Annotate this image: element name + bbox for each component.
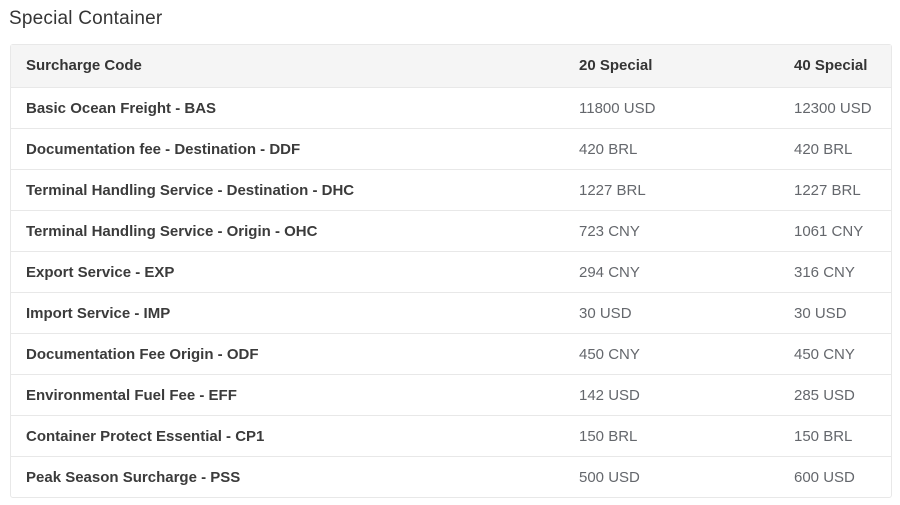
surcharge-label: Container Protect Essential - CP1	[11, 415, 564, 456]
price-40-special: 1061 CNY	[779, 210, 891, 251]
column-header-surcharge-code: Surcharge Code	[11, 45, 564, 87]
price-20-special: 142 USD	[564, 374, 779, 415]
table-row: Documentation Fee Origin - ODF 450 CNY 4…	[11, 333, 891, 374]
column-header-20-special: 20 Special	[564, 45, 779, 87]
page-title: Special Container	[9, 8, 163, 29]
price-40-special: 450 CNY	[779, 333, 891, 374]
price-20-special: 11800 USD	[564, 87, 779, 128]
price-40-special: 12300 USD	[779, 87, 891, 128]
surcharge-label: Basic Ocean Freight - BAS	[11, 87, 564, 128]
table-row: Basic Ocean Freight - BAS 11800 USD 1230…	[11, 87, 891, 128]
price-40-special: 1227 BRL	[779, 169, 891, 210]
surcharge-label: Documentation fee - Destination - DDF	[11, 128, 564, 169]
price-20-special: 723 CNY	[564, 210, 779, 251]
price-20-special: 420 BRL	[564, 128, 779, 169]
price-20-special: 1227 BRL	[564, 169, 779, 210]
surcharge-label: Export Service - EXP	[11, 251, 564, 292]
table-header-row: Surcharge Code 20 Special 40 Special	[11, 45, 891, 87]
table-row: Export Service - EXP 294 CNY 316 CNY	[11, 251, 891, 292]
price-20-special: 450 CNY	[564, 333, 779, 374]
surcharge-label: Environmental Fuel Fee - EFF	[11, 374, 564, 415]
table-row: Environmental Fuel Fee - EFF 142 USD 285…	[11, 374, 891, 415]
table-row: Peak Season Surcharge - PSS 500 USD 600 …	[11, 456, 891, 497]
price-20-special: 500 USD	[564, 456, 779, 497]
price-20-special: 294 CNY	[564, 251, 779, 292]
price-20-special: 150 BRL	[564, 415, 779, 456]
price-40-special: 600 USD	[779, 456, 891, 497]
price-40-special: 316 CNY	[779, 251, 891, 292]
surcharge-label: Documentation Fee Origin - ODF	[11, 333, 564, 374]
surcharge-label: Import Service - IMP	[11, 292, 564, 333]
surcharge-label: Peak Season Surcharge - PSS	[11, 456, 564, 497]
price-40-special: 285 USD	[779, 374, 891, 415]
price-20-special: 30 USD	[564, 292, 779, 333]
table-row: Terminal Handling Service - Destination …	[11, 169, 891, 210]
surcharge-table: Surcharge Code 20 Special 40 Special Bas…	[10, 44, 892, 498]
price-40-special: 30 USD	[779, 292, 891, 333]
surcharge-label: Terminal Handling Service - Origin - OHC	[11, 210, 564, 251]
column-header-40-special: 40 Special	[779, 45, 891, 87]
table-row: Import Service - IMP 30 USD 30 USD	[11, 292, 891, 333]
table-row: Terminal Handling Service - Origin - OHC…	[11, 210, 891, 251]
table-row: Documentation fee - Destination - DDF 42…	[11, 128, 891, 169]
price-40-special: 420 BRL	[779, 128, 891, 169]
surcharge-label: Terminal Handling Service - Destination …	[11, 169, 564, 210]
table-row: Container Protect Essential - CP1 150 BR…	[11, 415, 891, 456]
price-40-special: 150 BRL	[779, 415, 891, 456]
